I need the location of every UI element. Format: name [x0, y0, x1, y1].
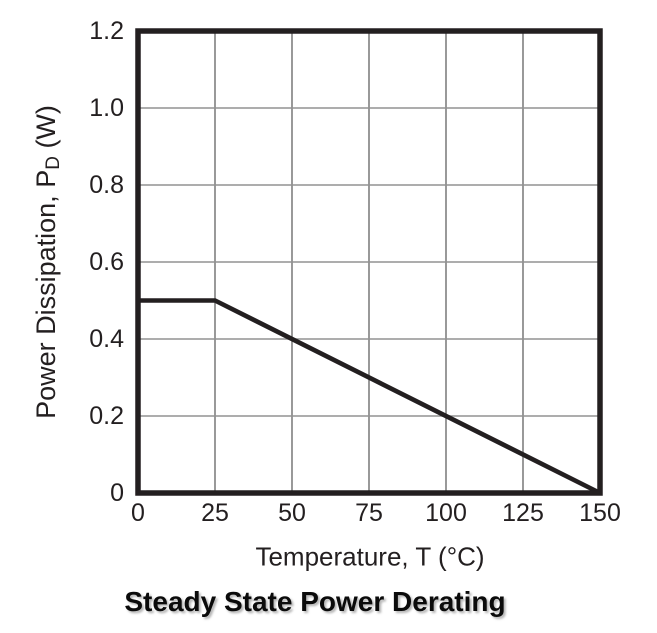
plot-frame	[135, 28, 603, 496]
y-axis-title-subscript: D	[43, 156, 64, 170]
y-tick-label-0.6: 0.6	[89, 248, 124, 276]
y-tick-label-0.4: 0.4	[89, 325, 124, 353]
y-tick-label-1.0: 1.0	[89, 94, 124, 122]
x-tick-label-0: 0	[131, 499, 145, 527]
y-tick-label-0: 0	[110, 479, 124, 507]
x-axis-title: Temperature, T (°C)	[255, 541, 485, 572]
x-tick-label-75: 75	[355, 499, 383, 527]
y-tick-label-1.2: 1.2	[89, 17, 124, 45]
x-tick-label-125: 125	[502, 499, 544, 527]
x-tick-label-100: 100	[425, 499, 467, 527]
y-axis-title: Power Dissipation, PD (W)	[31, 105, 65, 419]
y-tick-label-0.2: 0.2	[89, 402, 124, 430]
plot-area	[135, 28, 603, 496]
y-tick-label-0.8: 0.8	[89, 171, 124, 199]
x-tick-label-150: 150	[579, 499, 621, 527]
chart-title: Steady State Power Derating	[124, 586, 506, 617]
y-axis-title-prefix: Power Dissipation, P	[31, 169, 61, 419]
derating-curve	[138, 298, 602, 496]
x-tick-label-50: 50	[278, 499, 306, 527]
x-tick-label-25: 25	[201, 499, 229, 527]
y-axis-title-suffix: (W)	[31, 105, 61, 157]
